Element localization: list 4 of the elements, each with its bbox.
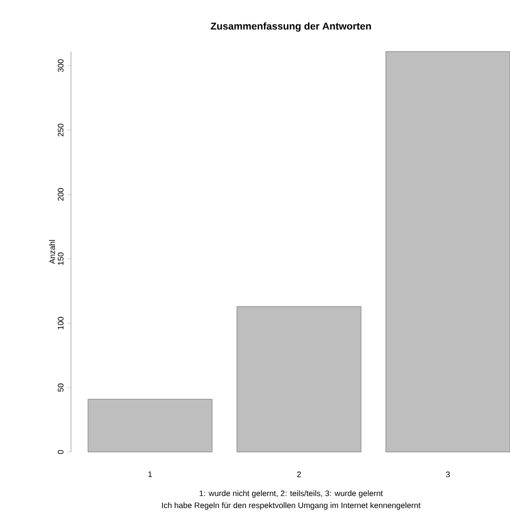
bar (236, 306, 362, 452)
bar (88, 398, 212, 452)
bar (386, 51, 510, 452)
chart-title: Zusammenfassung der Antworten (210, 22, 371, 32)
